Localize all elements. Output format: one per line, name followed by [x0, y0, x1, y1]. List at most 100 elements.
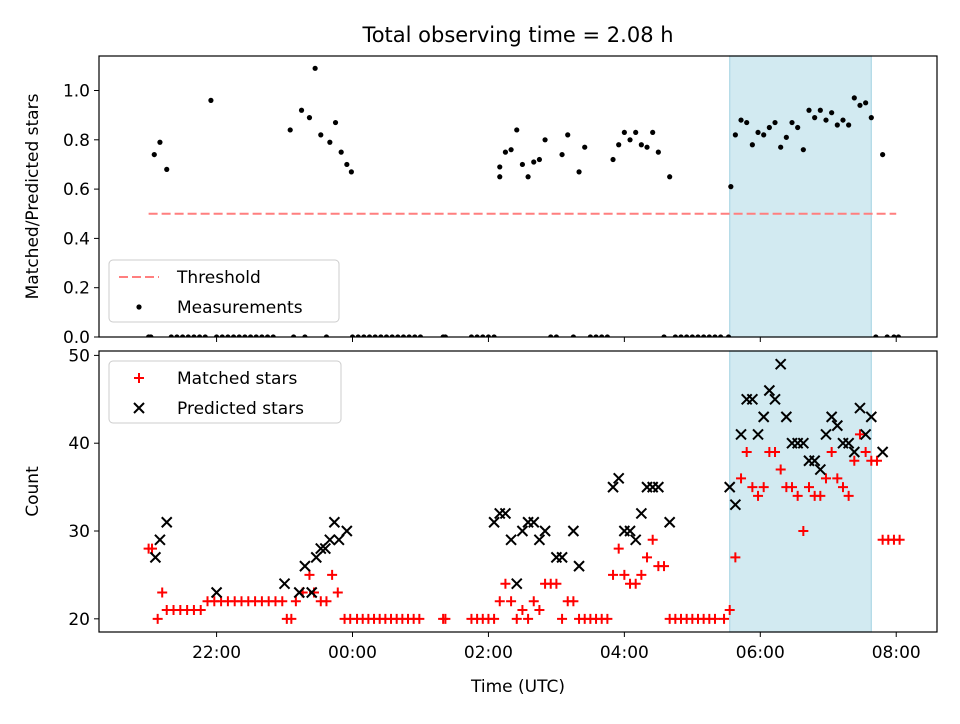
- matched-star-point: [332, 587, 343, 598]
- measurement-point: [553, 334, 559, 337]
- measurement-point: [895, 334, 902, 337]
- matched-star-point: [511, 613, 522, 624]
- measurement-point: [174, 334, 180, 337]
- measurement-point: [857, 102, 863, 108]
- measurement-point: [725, 334, 732, 337]
- matched-star-point: [619, 569, 630, 580]
- measurement-point: [812, 115, 818, 121]
- x-tick-label: 00:00: [328, 643, 377, 663]
- predicted-star-point: [324, 534, 336, 546]
- predicted-star-point: [210, 586, 223, 599]
- measurement-point: [253, 334, 259, 337]
- measurement-point: [378, 334, 384, 337]
- matched-star-point: [787, 482, 798, 493]
- top-panel: 0.0 0.2 0.4 0.6 0.8 1.0 Matched/Predicted star…: [23, 55, 938, 348]
- measurement-point: [225, 334, 231, 337]
- matched-star-point: [642, 552, 653, 563]
- predicted-star-point: [624, 525, 636, 537]
- matched-star-point: [506, 596, 517, 607]
- plot-area: [146, 65, 902, 337]
- legend-predicted-swatch: [133, 402, 145, 414]
- measurement-point: [587, 334, 593, 337]
- predicted-star-point: [724, 481, 736, 493]
- predicted-star-point: [328, 516, 341, 528]
- matched-star-point: [327, 569, 338, 580]
- predicted-star-point: [319, 542, 332, 555]
- measurement-point: [259, 334, 265, 337]
- predicted-star-point: [729, 498, 742, 511]
- measurement-point: [349, 334, 356, 337]
- matched-star-point: [741, 446, 752, 457]
- measurement-point: [728, 184, 734, 190]
- predicted-star-point: [797, 437, 810, 449]
- predicted-star-point: [865, 411, 878, 423]
- measurement-point: [706, 334, 712, 337]
- matched-star-point: [792, 490, 803, 501]
- highlight-region: [729, 55, 872, 338]
- matched-star-point: [613, 543, 624, 554]
- matched-star-point: [724, 605, 735, 616]
- measurement-point: [565, 132, 571, 138]
- predicted-star-point: [511, 577, 523, 590]
- measurement-point: [633, 129, 639, 136]
- predicted-star-point: [567, 525, 580, 537]
- axes-frame: [98, 55, 938, 338]
- predicted-star-point: [735, 428, 747, 441]
- measurement-point: [667, 174, 673, 180]
- matched-star-point: [608, 569, 619, 580]
- predicted-star-point: [663, 516, 676, 528]
- chart-title: Total observing time = 2.08 h: [361, 23, 673, 47]
- measurement-point: [179, 334, 186, 337]
- predicted-star-point: [652, 481, 665, 493]
- x-tick-label: 02:00: [464, 643, 513, 663]
- matched-star-point: [815, 490, 826, 501]
- measurement-point: [531, 159, 537, 165]
- measurement-point: [327, 139, 333, 145]
- measurement-point: [644, 144, 650, 150]
- measurement-point: [789, 119, 795, 126]
- measurement-point: [582, 144, 588, 150]
- predicted-star-point: [752, 428, 764, 441]
- measurement-point: [208, 97, 214, 103]
- measurement-point: [344, 161, 350, 168]
- matched-star-point: [747, 482, 758, 493]
- predicted-star-point: [831, 419, 844, 432]
- predicted-star-point: [539, 525, 551, 537]
- measurement-point: [718, 334, 724, 337]
- measurement-point: [236, 334, 242, 337]
- measurement-point: [291, 334, 297, 337]
- matched-star-point: [826, 446, 837, 457]
- y-tick-label: 20: [68, 610, 90, 630]
- measurement-point: [389, 334, 395, 337]
- measurement-point: [610, 156, 616, 163]
- predicted-star-point: [488, 516, 500, 528]
- measurement-point: [395, 334, 401, 337]
- y-tick-label: 40: [68, 434, 90, 454]
- measurement-point: [621, 129, 627, 136]
- measurement-point: [338, 149, 344, 155]
- matched-star-point: [798, 526, 809, 537]
- matched-star-point: [147, 543, 158, 554]
- measurement-point: [778, 144, 784, 150]
- predicted-star-point: [161, 516, 173, 528]
- highlight-region: [729, 350, 872, 633]
- measurement-point: [400, 334, 407, 337]
- matched-star-point: [804, 482, 815, 493]
- predicted-star-point: [763, 384, 776, 397]
- predicted-star-point: [154, 534, 166, 546]
- measurement-point: [230, 334, 237, 337]
- predicted-star-point: [607, 481, 619, 493]
- matched-star-point: [854, 429, 865, 440]
- matched-star-point: [157, 587, 168, 598]
- predicted-star-point: [848, 446, 861, 458]
- matched-star-point: [195, 605, 206, 616]
- matched-star-point: [871, 455, 882, 466]
- matched-star-point: [719, 613, 730, 624]
- measurement-point: [219, 334, 225, 337]
- measurement-point: [542, 137, 548, 143]
- measurement-point: [593, 334, 599, 337]
- matched-star-point: [152, 613, 163, 624]
- y-tick-label: 0.6: [63, 180, 90, 200]
- measurement-point: [157, 139, 163, 145]
- matched-star-point: [730, 552, 741, 563]
